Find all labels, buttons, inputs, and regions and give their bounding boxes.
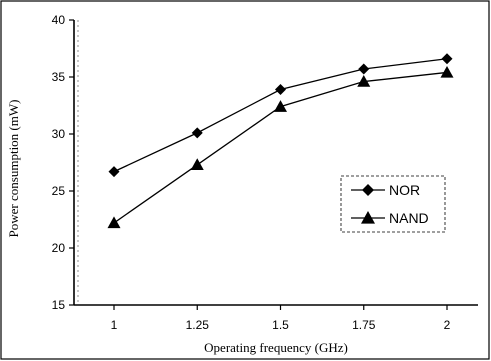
series-nor bbox=[108, 53, 453, 178]
y-tick-label: 15 bbox=[52, 298, 66, 312]
legend-item-nor: NOR bbox=[351, 182, 420, 198]
y-tick-label: 40 bbox=[52, 13, 66, 27]
x-axis-label: Operating frequency (GHz) bbox=[204, 340, 348, 355]
axis-ticks: 15 20 25 30 35 40 1 1.25 1.5 1.75 2 bbox=[52, 13, 451, 332]
x-tick-label: 1 bbox=[111, 318, 118, 332]
legend-label-nand: NAND bbox=[389, 210, 429, 226]
nor-point bbox=[358, 63, 370, 75]
nand-point bbox=[274, 100, 287, 112]
nor-line bbox=[113, 58, 448, 173]
legend-marker-nand bbox=[361, 211, 375, 224]
nand-point bbox=[107, 216, 121, 229]
nor-point bbox=[191, 127, 203, 139]
x-tick-label: 1.25 bbox=[186, 318, 210, 332]
x-tick-label: 1.75 bbox=[352, 318, 376, 332]
x-tick-label: 2 bbox=[444, 318, 451, 332]
series-nand bbox=[107, 65, 454, 229]
legend-box bbox=[340, 175, 446, 233]
axes bbox=[73, 20, 478, 306]
nor-point bbox=[275, 84, 286, 96]
legend-item-nand: NAND bbox=[351, 210, 429, 226]
y-axis-label: Power consumption (mW) bbox=[6, 100, 21, 238]
nand-point bbox=[357, 75, 371, 87]
legend-marker-nor bbox=[362, 184, 374, 196]
legend: NOR NAND bbox=[340, 175, 446, 233]
nor-point bbox=[108, 166, 120, 178]
series bbox=[107, 53, 454, 229]
y-tick-label: 35 bbox=[52, 70, 66, 84]
nand-point bbox=[190, 158, 204, 170]
y-tick-label: 30 bbox=[52, 127, 66, 141]
nand-point bbox=[440, 65, 454, 78]
nor-point bbox=[441, 53, 453, 65]
y-tick-label: 20 bbox=[52, 241, 66, 255]
legend-label-nor: NOR bbox=[389, 182, 420, 198]
y-tick-label: 25 bbox=[52, 184, 66, 198]
x-tick-label: 1.5 bbox=[272, 318, 289, 332]
